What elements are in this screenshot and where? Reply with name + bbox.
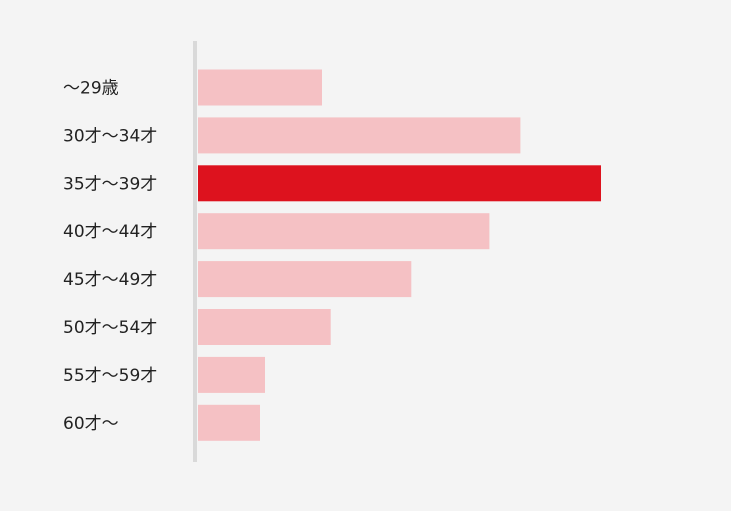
category-label-5: 50才～54才	[63, 318, 157, 338]
category-labels-group: ～29歳 30才～34才 35才～39才 40才～44才 45才～49才 50才～54才 5…	[63, 79, 157, 434]
category-label-0: ～29歳	[63, 79, 119, 99]
category-label-7: 60才～	[63, 414, 119, 434]
category-label-4: 45才～49才	[63, 270, 157, 290]
category-label-1: 30才～34才	[63, 126, 157, 146]
bar-3	[198, 213, 490, 250]
category-label-2: 35才～39才	[63, 174, 157, 194]
bar-5	[198, 309, 331, 345]
bar-7	[198, 404, 260, 441]
bar-0	[198, 69, 322, 106]
bar-6	[198, 356, 265, 393]
bar-2	[198, 165, 601, 202]
category-label-6: 55才～59才	[63, 366, 157, 386]
bar-4	[198, 261, 412, 298]
bar-1	[198, 117, 521, 154]
bars-group	[198, 69, 601, 441]
category-label-3: 40才～44才	[63, 222, 157, 242]
